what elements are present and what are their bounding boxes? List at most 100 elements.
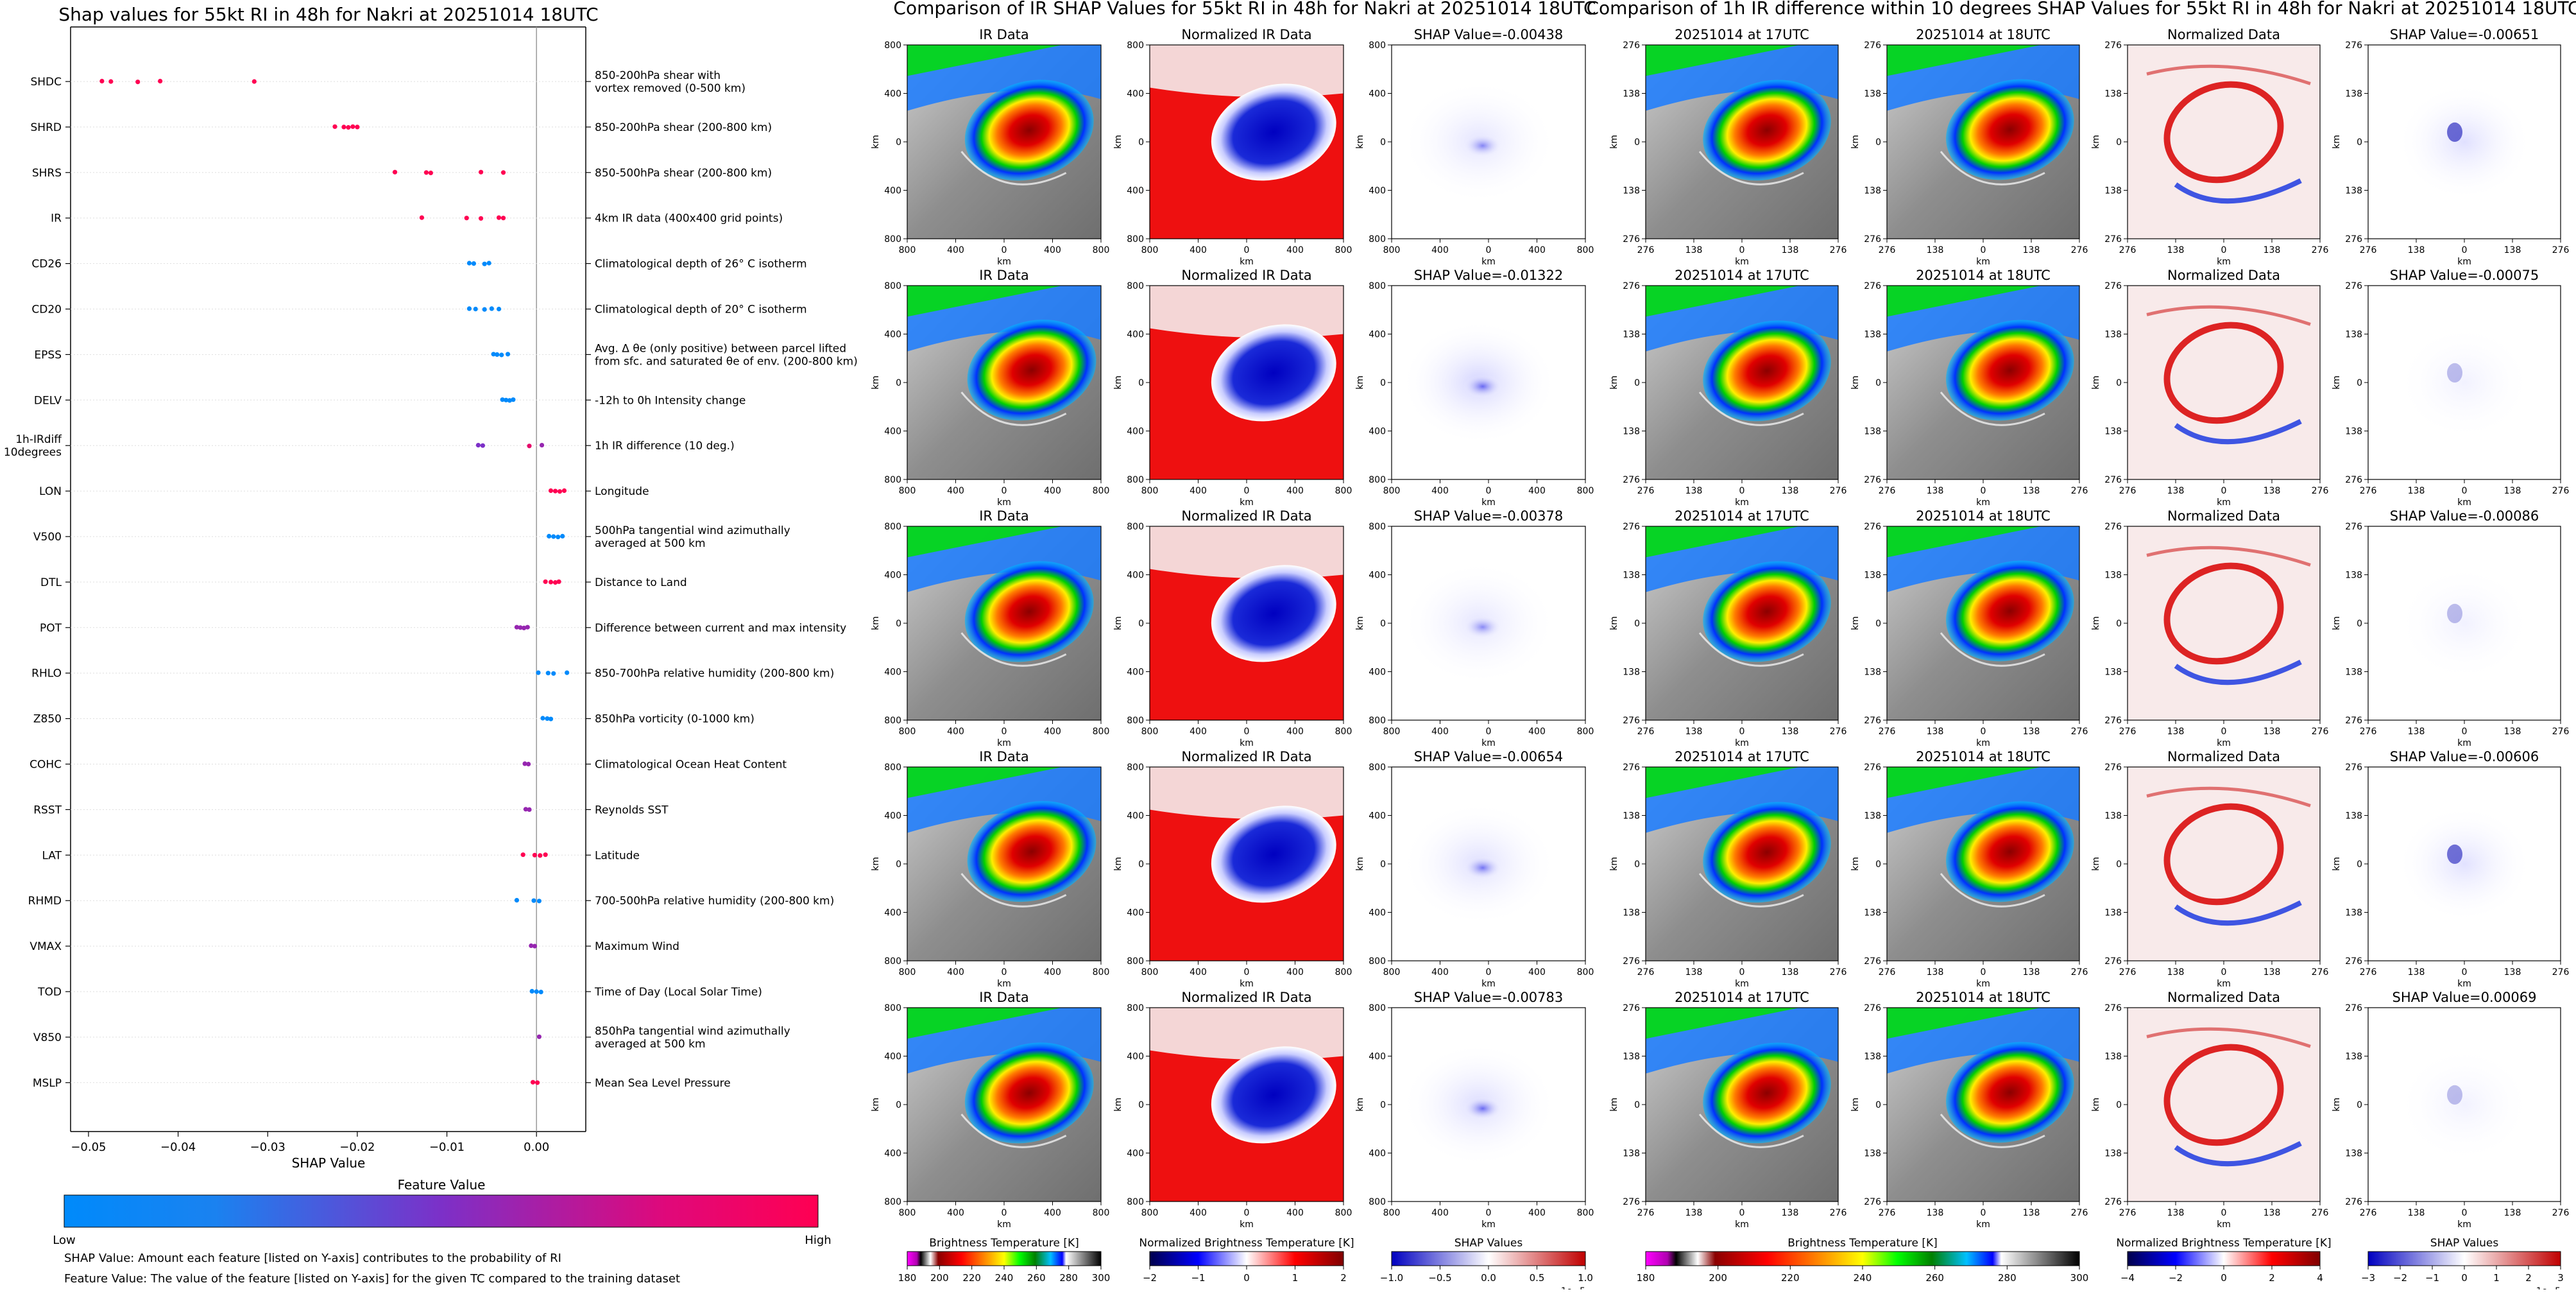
colorbar-label: Brightness Temperature [K] — [929, 1237, 1079, 1250]
panel-title: Normalized IR Data — [1181, 508, 1311, 524]
colorbar-tick-label: 1 — [2493, 1272, 2500, 1284]
y-axis-label: km — [2091, 135, 2101, 149]
feature-description-label: Climatological depth of 26° C isotherm — [595, 258, 807, 271]
outflow-edge — [1940, 1114, 2045, 1148]
panel-title: IR Data — [979, 508, 1029, 524]
x-tick-label: 800 — [1141, 486, 1159, 496]
ir-image — [1646, 45, 1838, 239]
x-tick-label: 400 — [1431, 1208, 1449, 1218]
feature-description-label: Time of Day (Local Solar Time) — [594, 986, 762, 999]
shap-point — [560, 533, 565, 539]
x-tick-label: 0 — [1981, 245, 1986, 255]
normalized-difference-image — [2128, 526, 2320, 720]
feature-name-label: RSST — [33, 804, 62, 816]
x-axis-label: km — [1976, 738, 1990, 748]
x-axis-label: km — [2457, 1219, 2471, 1230]
x-tick-label: 138 — [2023, 486, 2040, 496]
x-tick-label: 0 — [2221, 486, 2227, 496]
y-tick-label: 138 — [1623, 186, 1640, 196]
y-tick-label: 276 — [1623, 1197, 1640, 1207]
y-tick-label: 0 — [2116, 859, 2122, 870]
storm-core — [1946, 560, 2074, 662]
y-tick-label: 0 — [1634, 859, 1640, 870]
x-axis-label: km — [1976, 257, 1990, 267]
y-tick-label: 276 — [1623, 762, 1640, 773]
panel-title: 20251014 at 17UTC — [1675, 508, 1809, 524]
x-axis-label: km — [2457, 257, 2471, 267]
y-tick-label: 400 — [884, 427, 901, 437]
shap-heatmap — [1392, 767, 1585, 961]
shap-point — [392, 169, 398, 175]
x-tick-label: 400 — [1044, 1208, 1061, 1218]
x-tick-label: 276 — [2119, 1208, 2137, 1218]
colorbar-tick-label: 200 — [930, 1272, 949, 1284]
colorbar-tick-label: 0.0 — [1481, 1272, 1496, 1284]
y-tick-label: 138 — [1864, 1052, 1881, 1062]
y-tick-label: 800 — [1127, 281, 1144, 291]
feature-name-label: EPSS — [34, 349, 62, 361]
y-tick-label: 0 — [2357, 619, 2362, 629]
diff-upper-band — [2146, 305, 2311, 326]
x-tick-label: 800 — [1335, 727, 1352, 737]
y-tick-label: 400 — [884, 1052, 901, 1062]
colorbar-high-label: High — [805, 1234, 831, 1247]
y-tick-label: 400 — [884, 186, 901, 196]
x-tick-label: 0 — [1244, 967, 1250, 978]
colorbar-tick-label: −4 — [2120, 1272, 2135, 1284]
feature-value-note: Feature Value: The value of the feature … — [64, 1272, 680, 1286]
x-tick-label: 800 — [1383, 727, 1401, 737]
x-tick-label: 400 — [1286, 1208, 1304, 1218]
y-tick-label: 0 — [1634, 137, 1640, 148]
feature-name-label: CD26 — [31, 258, 62, 271]
panel-title: SHAP Value=-0.01322 — [1414, 268, 1564, 283]
x-axis-label: km — [1481, 738, 1496, 748]
diff-shap-hotspot — [2447, 363, 2462, 383]
y-tick-label: 400 — [1369, 811, 1386, 822]
x-tick-label: 138 — [2264, 967, 2281, 978]
shap-point — [514, 898, 520, 903]
y-tick-label: 800 — [884, 281, 901, 291]
x-tick-label: −0.05 — [71, 1141, 106, 1154]
panel-title: 20251014 at 18UTC — [1916, 749, 2051, 764]
feature-description-label: Distance to Land — [595, 576, 687, 589]
colorbar-tick-label: 280 — [1998, 1272, 2017, 1284]
feature-name-label: LAT — [42, 849, 62, 862]
shap-point — [534, 1080, 540, 1085]
x-tick-label: 276 — [2552, 245, 2570, 255]
colorbar-tick-label: 0 — [2461, 1272, 2468, 1284]
y-tick-label: 400 — [1369, 908, 1386, 918]
outflow-edge — [1698, 151, 1804, 185]
colorbar-tick-label: 220 — [962, 1272, 981, 1284]
panel-title: SHAP Value=-0.00654 — [1414, 749, 1564, 764]
x-axis-label: km — [1735, 257, 1749, 267]
green-cloud-band — [1887, 286, 2041, 317]
diff-shap-hotspot — [2447, 1085, 2462, 1105]
shap-point — [539, 443, 545, 448]
feature-description-label: 850-200hPa shear with — [595, 69, 721, 82]
panel-title: SHAP Value=-0.00378 — [1414, 508, 1564, 524]
x-tick-label: 0 — [1244, 486, 1250, 496]
y-tick-label: 800 — [884, 1003, 901, 1013]
panel-title: Normalized IR Data — [1181, 268, 1311, 283]
x-axis-label: km — [1976, 497, 1990, 508]
normalized-upper-band — [1150, 1008, 1343, 1060]
diff-shap-heatmap — [2368, 767, 2561, 961]
storm-core — [964, 1042, 1094, 1144]
feature-name-label: LON — [39, 485, 62, 498]
diff-panel-title: Comparison of 1h IR difference within 10… — [1586, 0, 2576, 19]
y-tick-label: 400 — [1127, 1149, 1144, 1159]
shap-point — [504, 397, 509, 402]
y-tick-label: 0 — [2357, 378, 2362, 388]
x-tick-label: 800 — [1383, 1208, 1401, 1218]
y-tick-label: 0 — [1138, 378, 1144, 388]
y-axis-label: km — [871, 616, 881, 630]
x-tick-label: 138 — [2264, 1208, 2281, 1218]
colorbar-tick-label: 300 — [1092, 1272, 1111, 1284]
y-tick-label: 138 — [1864, 668, 1881, 678]
x-tick-label: 800 — [1383, 486, 1401, 496]
x-tick-label: 800 — [1093, 486, 1110, 496]
colorbar-label: Normalized Brightness Temperature [K] — [2116, 1237, 2331, 1250]
ir-image — [1887, 767, 2079, 961]
y-axis-label: km — [1850, 616, 1861, 630]
